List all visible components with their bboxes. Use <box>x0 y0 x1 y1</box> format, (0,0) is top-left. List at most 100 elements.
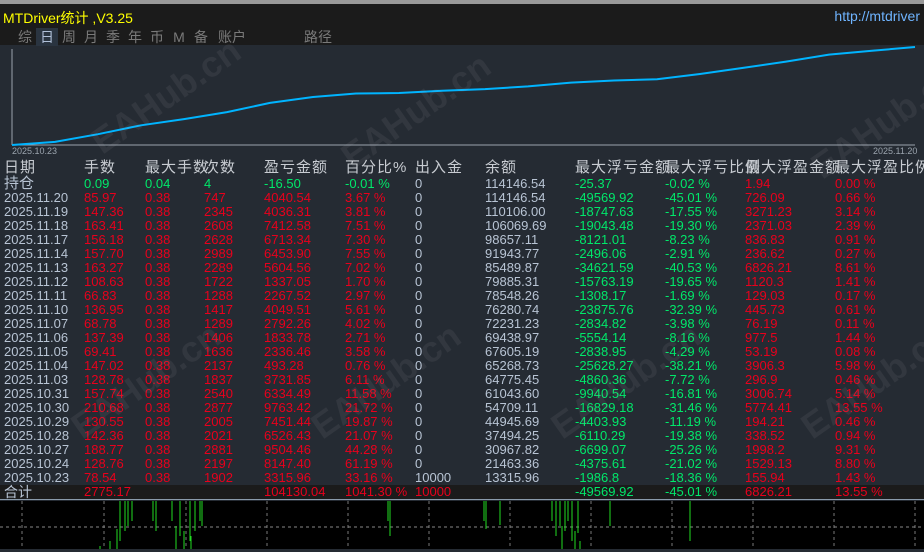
table-cell: 0.38 <box>145 274 171 289</box>
table-cell: -17.55 % <box>665 204 718 219</box>
tab-4[interactable]: 季 <box>106 29 120 45</box>
table-cell: 6826.21 <box>745 484 792 499</box>
period-tabs: 综日周月季年币 M 备账户 路径 <box>14 28 338 46</box>
table-cell: -8.16 % <box>665 330 710 345</box>
table-cell: 0.61 % <box>835 302 876 317</box>
table-cell: 0 <box>415 302 423 317</box>
table-row: 2025.10.23 78.54 0.38 1902 3315.96 33.16 % 100… <box>0 471 924 485</box>
table-cell: 3906.3 <box>745 358 785 373</box>
table-cell: 2336.46 <box>264 344 311 359</box>
total-row: 合计 2775.17 104130.04 1041.30 % 10000 -49569.9… <box>0 485 924 500</box>
table-cell: 9504.46 <box>264 442 311 457</box>
table-cell: 69.41 <box>84 344 117 359</box>
table-cell: 1288 <box>204 288 233 303</box>
tab-1[interactable]: 日 <box>36 28 58 46</box>
table-cell: 5.14 % <box>835 386 876 401</box>
table-cell: 147.36 <box>84 204 124 219</box>
table-cell: 108.63 <box>84 274 124 289</box>
table-cell: 0.38 <box>145 260 171 275</box>
table-cell: 2.97 % <box>345 288 386 303</box>
table-cell: 0.11 % <box>835 316 875 331</box>
table-cell: -8.23 % <box>665 232 710 247</box>
table-cell: 0.38 <box>145 456 171 471</box>
table-cell: -0.01 % <box>345 176 390 191</box>
table-cell: 0.38 <box>145 330 171 345</box>
tab-6[interactable]: 币 <box>150 29 164 45</box>
table-cell: 7451.44 <box>264 414 311 429</box>
table-cell: 44.28 % <box>345 442 393 457</box>
table-cell: -11.19 % <box>665 414 717 429</box>
table-cell: -19.30 % <box>665 218 718 233</box>
table-cell: 136.95 <box>84 302 124 317</box>
table-cell: 2881 <box>204 442 233 457</box>
table-cell: 0 <box>415 218 423 233</box>
table-cell: 129.03 <box>745 288 785 303</box>
table-cell: 6713.34 <box>264 232 311 247</box>
table-cell: -16.81 % <box>665 386 718 401</box>
table-row: 2025.11.05 69.41 0.38 1636 2336.46 3.58 % 0 676… <box>0 345 924 359</box>
table-cell: 0.38 <box>145 372 171 387</box>
table-cell: 0.38 <box>145 316 171 331</box>
tab-2[interactable]: 周 <box>62 29 76 45</box>
tab-7[interactable]: M <box>173 29 185 45</box>
table-cell: 0 <box>415 386 423 401</box>
table-cell: 0 <box>415 456 423 471</box>
table-cell: 0.38 <box>145 246 171 261</box>
window-top-border <box>0 0 924 4</box>
table-cell: 91943.77 <box>485 246 540 261</box>
table-cell: 1837 <box>204 372 233 387</box>
table-cell: -25.37 <box>575 176 612 191</box>
table-cell: -2.91 % <box>665 246 710 261</box>
table-cell: 1120.3 <box>745 274 784 289</box>
table-cell: 1722 <box>204 274 233 289</box>
table-cell: -18747.63 <box>575 204 634 219</box>
table-cell: 33.16 % <box>345 470 393 485</box>
table-cell: 0.38 <box>145 204 171 219</box>
table-cell: 0 <box>415 260 423 275</box>
path-tab[interactable]: 路径 <box>304 29 332 45</box>
table-cell: 2267.52 <box>264 288 311 303</box>
table-cell: 0.76 % <box>345 358 386 373</box>
table-cell: 0.46 % <box>835 414 876 429</box>
table-cell: 156.18 <box>84 232 124 247</box>
table-cell: 1406 <box>204 330 233 345</box>
table-cell: -49569.92 <box>575 190 634 205</box>
table-cell: 0.94 % <box>835 428 876 443</box>
table-cell: 2025.10.28 <box>4 428 70 443</box>
table-cell: 2792.26 <box>264 316 311 331</box>
table-cell: 0.04 <box>145 176 171 191</box>
table-cell: -1308.17 <box>575 288 627 303</box>
table-cell: -2838.95 <box>575 344 627 359</box>
table-cell: 2025.11.10 <box>4 302 69 317</box>
table-cell: 0.38 <box>145 302 171 317</box>
table-cell: 21.72 % <box>345 400 393 415</box>
table-cell: 6826.21 <box>745 260 792 275</box>
table-cell: 2197 <box>204 456 233 471</box>
table-cell: 3006.74 <box>745 386 792 401</box>
tab-3[interactable]: 月 <box>84 29 98 45</box>
tab-5[interactable]: 年 <box>128 29 142 45</box>
table-row: 2025.11.07 68.78 0.38 1289 2792.26 4.02 % 0 722… <box>0 317 924 331</box>
app-title: MTDriver统计 ,V3.25 <box>3 10 133 26</box>
table-cell: 8.80 % <box>835 456 876 471</box>
table-cell: 2289 <box>204 260 233 275</box>
column-header: 百分比% <box>345 159 408 176</box>
table-cell: -31.46 % <box>665 400 718 415</box>
table-cell: 61043.60 <box>485 386 540 401</box>
tab-0[interactable]: 综 <box>18 29 32 45</box>
table-cell: 0 <box>415 442 423 457</box>
table-cell: 19.87 % <box>345 414 393 429</box>
table-row: 2025.11.03 128.78 0.38 1837 3731.85 6.11 % 0 64… <box>0 373 924 387</box>
table-cell: 1.94 <box>745 176 771 191</box>
table-cell: 0 <box>415 316 423 331</box>
table-cell: -6699.07 <box>575 442 627 457</box>
table-cell: 8147.40 <box>264 456 311 471</box>
table-cell: 7.02 % <box>345 260 386 275</box>
table-cell: 110106.00 <box>485 204 546 219</box>
tab-9[interactable]: 账户 <box>218 29 246 45</box>
table-cell: 5774.41 <box>745 400 792 415</box>
table-cell: -49569.92 <box>575 484 634 499</box>
website-link[interactable]: http://mtdriver <box>834 8 920 24</box>
tab-8[interactable]: 备 <box>194 29 208 45</box>
table-cell: 72231.23 <box>485 316 540 331</box>
